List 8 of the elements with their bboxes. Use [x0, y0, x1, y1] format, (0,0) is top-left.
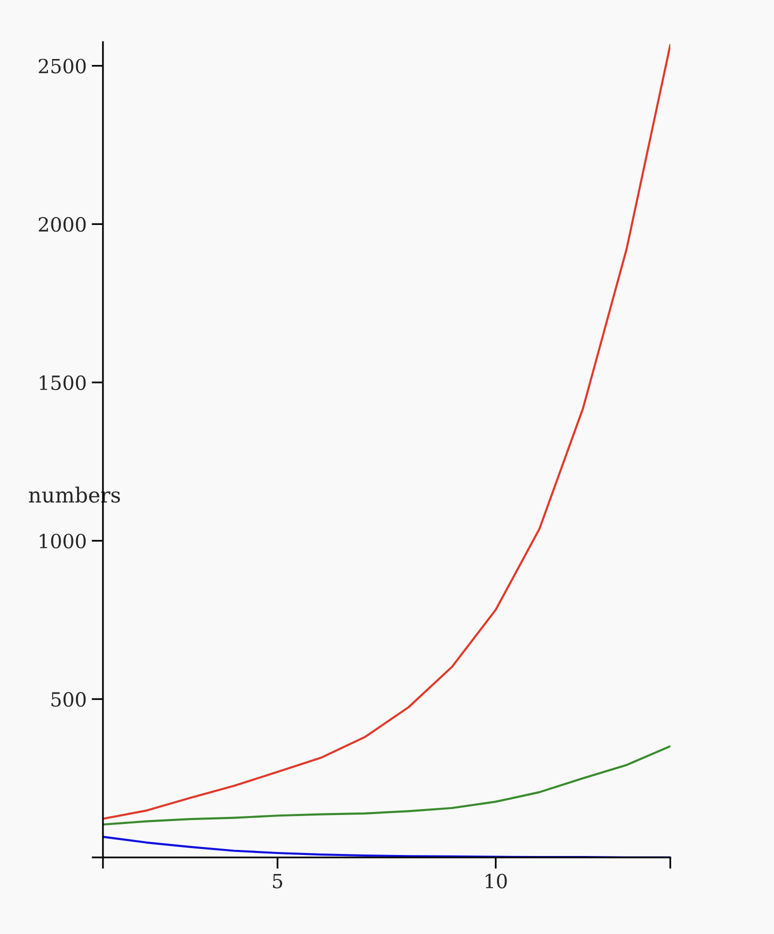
y-tick-label: 2000	[38, 217, 86, 232]
line-series	[102, 745, 670, 826]
x-tick-label: 5	[272, 874, 282, 888]
x-tick-label: 10	[486, 874, 507, 888]
y-tick-label: 500	[52, 692, 86, 707]
y-tick-label: 1500	[40, 375, 86, 390]
y-tick-label: 2500	[38, 58, 86, 74]
y-tick-label: 1000	[40, 534, 86, 548]
